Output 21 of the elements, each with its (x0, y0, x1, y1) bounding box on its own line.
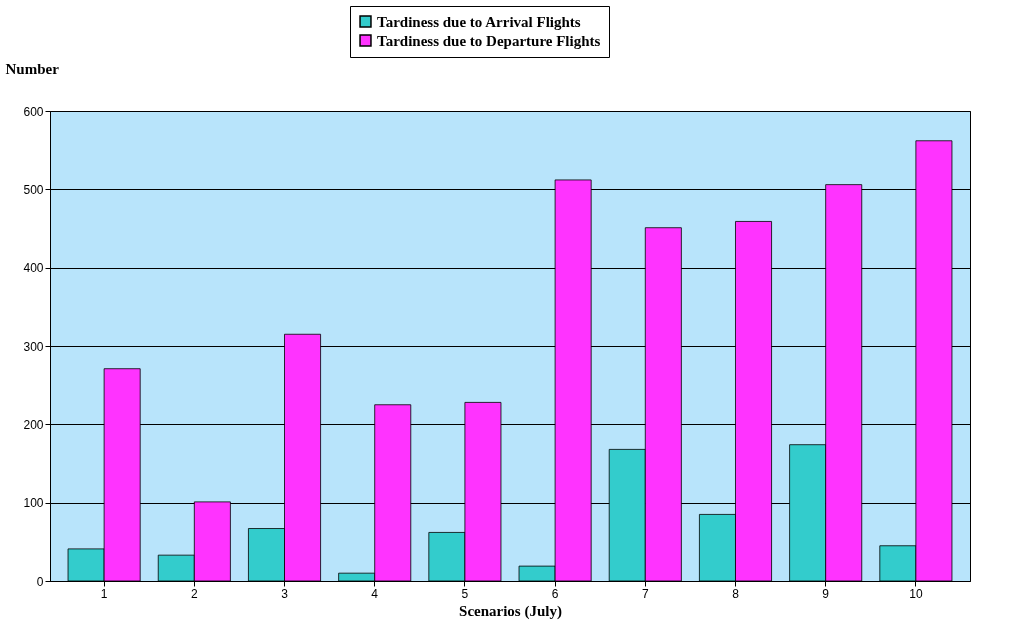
x-tick-label: 6 (551, 586, 559, 601)
legend-label: Tardiness due to Departure Flights (377, 32, 601, 49)
y-tick-label: 100 (23, 496, 44, 511)
x-tick-label: 10 (909, 586, 923, 601)
x-tick-label: 9 (822, 586, 830, 601)
y-tick-label: 200 (23, 417, 44, 432)
y-tick-label: 0 (36, 574, 44, 589)
y-axis-title: Number (5, 60, 60, 77)
x-tick-label: 1 (100, 586, 108, 601)
y-tick-label: 400 (23, 261, 44, 276)
y-tick-label: 500 (23, 182, 44, 197)
y-tick-label: 600 (23, 104, 44, 119)
x-tick-label: 8 (732, 586, 740, 601)
x-tick-label: 5 (461, 586, 469, 601)
legend-label: Tardiness due to Arrival Flights (377, 13, 581, 30)
x-tick-label: 3 (281, 586, 289, 601)
x-tick-label: 7 (641, 586, 649, 601)
y-tick-label: 300 (23, 339, 44, 354)
x-tick-label: 4 (371, 586, 379, 601)
x-axis-title: Scenarios (July) (459, 602, 562, 620)
x-tick-label: 2 (190, 586, 198, 601)
